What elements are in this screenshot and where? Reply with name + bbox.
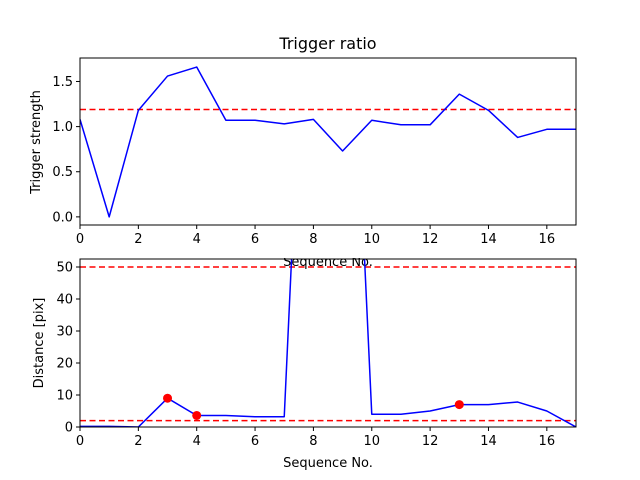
chart-bottom-y-tick-label: 50 <box>56 261 73 276</box>
chart-top-plot: 0 2 4 6 8 10 12 14 16 0.0 0.5 1.0 1.5 <box>52 57 577 247</box>
chart-top-y-tick-label: 1.0 <box>52 120 73 135</box>
chart-bottom-xlabel: Sequence No. <box>283 456 373 471</box>
chart-bottom: 0 2 4 6 8 10 12 14 16 0 10 20 30 40 50 Sequence No. Di… <box>32 254 577 471</box>
chart-bottom-x-tick-label: 10 <box>363 434 380 449</box>
chart-bottom-x-tick-label: 4 <box>193 434 201 449</box>
chart-top-x-tick-label: 4 <box>193 232 201 247</box>
chart-top-x-tick-label: 0 <box>76 232 84 247</box>
chart-bottom-series-line <box>80 259 576 427</box>
chart-top-x-tick-label: 12 <box>422 232 439 247</box>
chart-bottom-marker <box>163 393 173 403</box>
chart-bottom-x-tick-label: 0 <box>76 434 84 449</box>
chart-bottom-y-tick-label: 20 <box>56 357 73 372</box>
chart-bottom-y-tick-label: 30 <box>56 325 73 340</box>
chart-bottom-y-tick-label: 0 <box>65 421 73 436</box>
chart-top-ylabel: Trigger strength <box>29 90 44 195</box>
chart-bottom-marker <box>192 410 202 420</box>
chart-bottom-label-overlap <box>260 254 396 258</box>
chart-bottom-marker <box>454 400 464 410</box>
chart-top-y-tick-label: 0.5 <box>52 165 73 180</box>
chart-top-x-tick-label: 16 <box>539 232 556 247</box>
chart-top-axes-frame <box>79 57 577 226</box>
chart-bottom-plot: 0 2 4 6 8 10 12 14 16 0 10 20 30 40 50 <box>56 258 577 449</box>
chart-top-x-tick-label: 2 <box>134 232 142 247</box>
chart-bottom-x-tick-label: 2 <box>134 434 142 449</box>
chart-bottom-x-tick-label: 12 <box>422 434 439 449</box>
chart-top-x-tick-label: 10 <box>363 232 380 247</box>
chart-bottom-y-tick-label: 40 <box>56 293 73 308</box>
chart-top-y-tick-label: 0.0 <box>52 210 73 225</box>
chart-bottom-y-tick-label: 10 <box>56 389 73 404</box>
chart-top-x-tick-label: 8 <box>309 232 317 247</box>
chart-bottom-x-tick-label: 16 <box>539 434 556 449</box>
chart-bottom-axes-frame <box>79 258 577 428</box>
chart-bottom-x-tick-label: 8 <box>309 434 317 449</box>
chart-top-y-tick-label: 1.5 <box>52 75 73 90</box>
chart-top-title: Trigger ratio <box>278 34 376 53</box>
chart-bottom-x-tick-label: 6 <box>251 434 259 449</box>
chart-bottom-ylabel: Distance [pix] <box>32 298 47 389</box>
chart-top-x-tick-label: 14 <box>480 232 497 247</box>
chart-top-series-line <box>80 66 576 218</box>
chart-top-x-tick-label: 6 <box>251 232 259 247</box>
chart-bottom-x-tick-label: 14 <box>480 434 497 449</box>
